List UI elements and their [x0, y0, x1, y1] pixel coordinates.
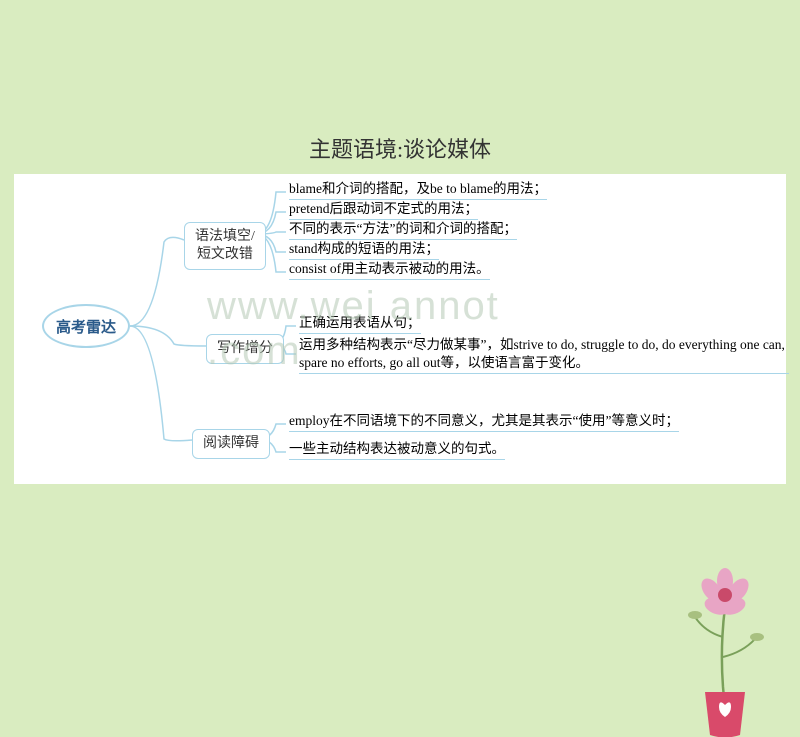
item: 正确运用表语从句； [299, 314, 421, 334]
mindmap-diagram: 高考雷达 语法填空/短文改错 写作增分 阅读障碍 blame和介词的搭配，及be… [14, 174, 786, 484]
page-title: 主题语境:谈论媒体 [0, 132, 800, 164]
item: 运用多种结构表示“尽力做某事”，如strive to do, struggle … [299, 336, 789, 374]
flower-decoration [665, 557, 795, 737]
item: 不同的表示“方法”的词和介词的搭配； [289, 220, 517, 240]
branch-writing: 写作增分 [206, 334, 284, 364]
item: employ在不同语境下的不同意义，尤其是其表示“使用”等意义时； [289, 412, 679, 432]
branch-reading: 阅读障碍 [192, 429, 270, 459]
item: 一些主动结构表达被动意义的句式。 [289, 440, 505, 460]
root-node: 高考雷达 [42, 304, 130, 348]
item: stand构成的短语的用法； [289, 240, 439, 260]
branch-grammar: 语法填空/短文改错 [184, 222, 266, 270]
item: consist of用主动表示被动的用法。 [289, 260, 490, 280]
item: blame和介词的搭配，及be to blame的用法； [289, 180, 547, 200]
item: pretend后跟动词不定式的用法； [289, 200, 478, 220]
